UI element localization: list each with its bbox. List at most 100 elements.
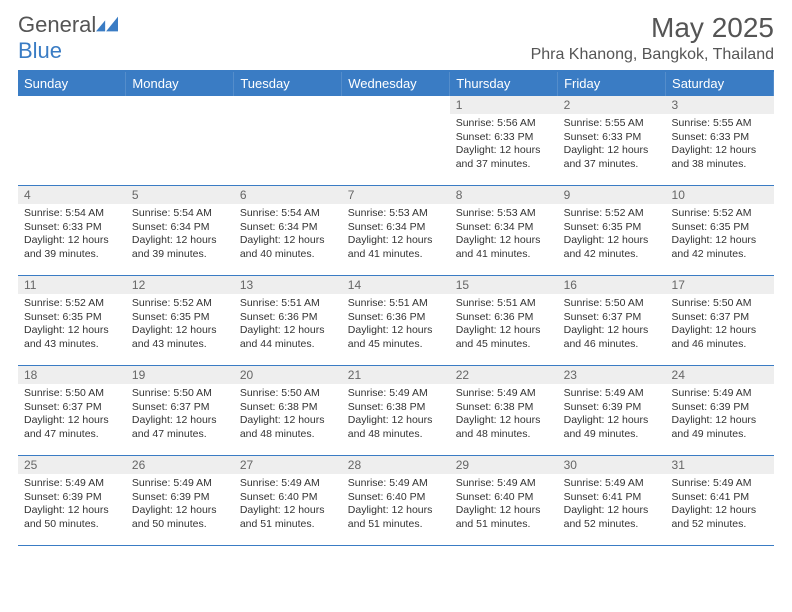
calendar-cell: 23Sunrise: 5:49 AMSunset: 6:39 PMDayligh… <box>558 366 666 456</box>
day-number: 2 <box>558 96 666 114</box>
calendar-cell: 15Sunrise: 5:51 AMSunset: 6:36 PMDayligh… <box>450 276 558 366</box>
calendar-cell: 5Sunrise: 5:54 AMSunset: 6:34 PMDaylight… <box>126 186 234 276</box>
calendar-cell: 30Sunrise: 5:49 AMSunset: 6:41 PMDayligh… <box>558 456 666 546</box>
day-number: 27 <box>234 456 342 474</box>
calendar-cell: 16Sunrise: 5:50 AMSunset: 6:37 PMDayligh… <box>558 276 666 366</box>
day-details: Sunrise: 5:53 AMSunset: 6:34 PMDaylight:… <box>342 204 450 266</box>
weekday-header: Sunday <box>18 71 126 96</box>
day-details: Sunrise: 5:55 AMSunset: 6:33 PMDaylight:… <box>666 114 774 176</box>
day-details: Sunrise: 5:49 AMSunset: 6:39 PMDaylight:… <box>666 384 774 446</box>
calendar-cell: 3Sunrise: 5:55 AMSunset: 6:33 PMDaylight… <box>666 96 774 186</box>
weekday-header: Thursday <box>450 71 558 96</box>
day-number: 5 <box>126 186 234 204</box>
day-details: Sunrise: 5:49 AMSunset: 6:39 PMDaylight:… <box>558 384 666 446</box>
day-details: Sunrise: 5:50 AMSunset: 6:37 PMDaylight:… <box>666 294 774 356</box>
day-details: Sunrise: 5:49 AMSunset: 6:40 PMDaylight:… <box>342 474 450 536</box>
page-title: May 2025 <box>531 12 774 44</box>
day-number: 11 <box>18 276 126 294</box>
weekday-row: SundayMondayTuesdayWednesdayThursdayFrid… <box>18 71 774 96</box>
day-number: 12 <box>126 276 234 294</box>
day-details: Sunrise: 5:54 AMSunset: 6:34 PMDaylight:… <box>234 204 342 266</box>
day-number: 20 <box>234 366 342 384</box>
calendar-cell <box>342 96 450 186</box>
calendar-cell: 29Sunrise: 5:49 AMSunset: 6:40 PMDayligh… <box>450 456 558 546</box>
day-number: 26 <box>126 456 234 474</box>
day-details: Sunrise: 5:52 AMSunset: 6:35 PMDaylight:… <box>18 294 126 356</box>
day-number: 22 <box>450 366 558 384</box>
calendar-cell: 11Sunrise: 5:52 AMSunset: 6:35 PMDayligh… <box>18 276 126 366</box>
day-number: 25 <box>18 456 126 474</box>
day-details: Sunrise: 5:49 AMSunset: 6:40 PMDaylight:… <box>450 474 558 536</box>
day-details: Sunrise: 5:55 AMSunset: 6:33 PMDaylight:… <box>558 114 666 176</box>
day-number: 8 <box>450 186 558 204</box>
calendar-cell: 27Sunrise: 5:49 AMSunset: 6:40 PMDayligh… <box>234 456 342 546</box>
day-number: 9 <box>558 186 666 204</box>
day-number: 21 <box>342 366 450 384</box>
weekday-header: Friday <box>558 71 666 96</box>
calendar-cell: 18Sunrise: 5:50 AMSunset: 6:37 PMDayligh… <box>18 366 126 456</box>
calendar-cell: 28Sunrise: 5:49 AMSunset: 6:40 PMDayligh… <box>342 456 450 546</box>
calendar-head: SundayMondayTuesdayWednesdayThursdayFrid… <box>18 71 774 96</box>
calendar-cell: 6Sunrise: 5:54 AMSunset: 6:34 PMDaylight… <box>234 186 342 276</box>
calendar-cell: 24Sunrise: 5:49 AMSunset: 6:39 PMDayligh… <box>666 366 774 456</box>
day-details: Sunrise: 5:54 AMSunset: 6:33 PMDaylight:… <box>18 204 126 266</box>
calendar-cell <box>126 96 234 186</box>
day-number: 7 <box>342 186 450 204</box>
day-details: Sunrise: 5:50 AMSunset: 6:37 PMDaylight:… <box>126 384 234 446</box>
calendar-cell: 17Sunrise: 5:50 AMSunset: 6:37 PMDayligh… <box>666 276 774 366</box>
day-details: Sunrise: 5:52 AMSunset: 6:35 PMDaylight:… <box>558 204 666 266</box>
day-number: 19 <box>126 366 234 384</box>
calendar-cell: 19Sunrise: 5:50 AMSunset: 6:37 PMDayligh… <box>126 366 234 456</box>
calendar-cell: 20Sunrise: 5:50 AMSunset: 6:38 PMDayligh… <box>234 366 342 456</box>
day-details: Sunrise: 5:50 AMSunset: 6:38 PMDaylight:… <box>234 384 342 446</box>
day-details: Sunrise: 5:49 AMSunset: 6:40 PMDaylight:… <box>234 474 342 536</box>
header: General Blue May 2025 Phra Khanong, Bang… <box>18 12 774 64</box>
day-details: Sunrise: 5:49 AMSunset: 6:38 PMDaylight:… <box>450 384 558 446</box>
calendar-row: 25Sunrise: 5:49 AMSunset: 6:39 PMDayligh… <box>18 456 774 546</box>
calendar-cell: 25Sunrise: 5:49 AMSunset: 6:39 PMDayligh… <box>18 456 126 546</box>
calendar-cell: 22Sunrise: 5:49 AMSunset: 6:38 PMDayligh… <box>450 366 558 456</box>
day-details: Sunrise: 5:50 AMSunset: 6:37 PMDaylight:… <box>558 294 666 356</box>
day-details: Sunrise: 5:50 AMSunset: 6:37 PMDaylight:… <box>18 384 126 446</box>
calendar-cell <box>18 96 126 186</box>
logo-word-a: General <box>18 12 96 37</box>
day-details: Sunrise: 5:51 AMSunset: 6:36 PMDaylight:… <box>234 294 342 356</box>
logo-mark-icon <box>96 16 118 32</box>
day-number: 18 <box>18 366 126 384</box>
calendar-cell: 26Sunrise: 5:49 AMSunset: 6:39 PMDayligh… <box>126 456 234 546</box>
day-number: 6 <box>234 186 342 204</box>
day-details: Sunrise: 5:56 AMSunset: 6:33 PMDaylight:… <box>450 114 558 176</box>
day-details: Sunrise: 5:54 AMSunset: 6:34 PMDaylight:… <box>126 204 234 266</box>
title-block: May 2025 Phra Khanong, Bangkok, Thailand <box>531 12 774 64</box>
day-details: Sunrise: 5:49 AMSunset: 6:39 PMDaylight:… <box>126 474 234 536</box>
day-number: 17 <box>666 276 774 294</box>
calendar-cell: 13Sunrise: 5:51 AMSunset: 6:36 PMDayligh… <box>234 276 342 366</box>
logo-word-b: Blue <box>18 38 62 63</box>
calendar-cell: 31Sunrise: 5:49 AMSunset: 6:41 PMDayligh… <box>666 456 774 546</box>
day-details: Sunrise: 5:51 AMSunset: 6:36 PMDaylight:… <box>450 294 558 356</box>
day-number: 10 <box>666 186 774 204</box>
weekday-header: Monday <box>126 71 234 96</box>
calendar-cell: 1Sunrise: 5:56 AMSunset: 6:33 PMDaylight… <box>450 96 558 186</box>
location-label: Phra Khanong, Bangkok, Thailand <box>531 46 774 64</box>
day-details: Sunrise: 5:52 AMSunset: 6:35 PMDaylight:… <box>666 204 774 266</box>
calendar-cell: 9Sunrise: 5:52 AMSunset: 6:35 PMDaylight… <box>558 186 666 276</box>
weekday-header: Tuesday <box>234 71 342 96</box>
calendar-cell: 14Sunrise: 5:51 AMSunset: 6:36 PMDayligh… <box>342 276 450 366</box>
calendar-row: 18Sunrise: 5:50 AMSunset: 6:37 PMDayligh… <box>18 366 774 456</box>
day-details: Sunrise: 5:52 AMSunset: 6:35 PMDaylight:… <box>126 294 234 356</box>
day-number: 13 <box>234 276 342 294</box>
day-details: Sunrise: 5:51 AMSunset: 6:36 PMDaylight:… <box>342 294 450 356</box>
day-number: 1 <box>450 96 558 114</box>
day-number: 28 <box>342 456 450 474</box>
calendar-cell: 2Sunrise: 5:55 AMSunset: 6:33 PMDaylight… <box>558 96 666 186</box>
calendar-cell: 8Sunrise: 5:53 AMSunset: 6:34 PMDaylight… <box>450 186 558 276</box>
calendar-row: 11Sunrise: 5:52 AMSunset: 6:35 PMDayligh… <box>18 276 774 366</box>
day-details: Sunrise: 5:53 AMSunset: 6:34 PMDaylight:… <box>450 204 558 266</box>
calendar-table: SundayMondayTuesdayWednesdayThursdayFrid… <box>18 70 774 546</box>
day-number: 14 <box>342 276 450 294</box>
day-number: 16 <box>558 276 666 294</box>
calendar-row: 1Sunrise: 5:56 AMSunset: 6:33 PMDaylight… <box>18 96 774 186</box>
day-number: 23 <box>558 366 666 384</box>
calendar-cell: 21Sunrise: 5:49 AMSunset: 6:38 PMDayligh… <box>342 366 450 456</box>
